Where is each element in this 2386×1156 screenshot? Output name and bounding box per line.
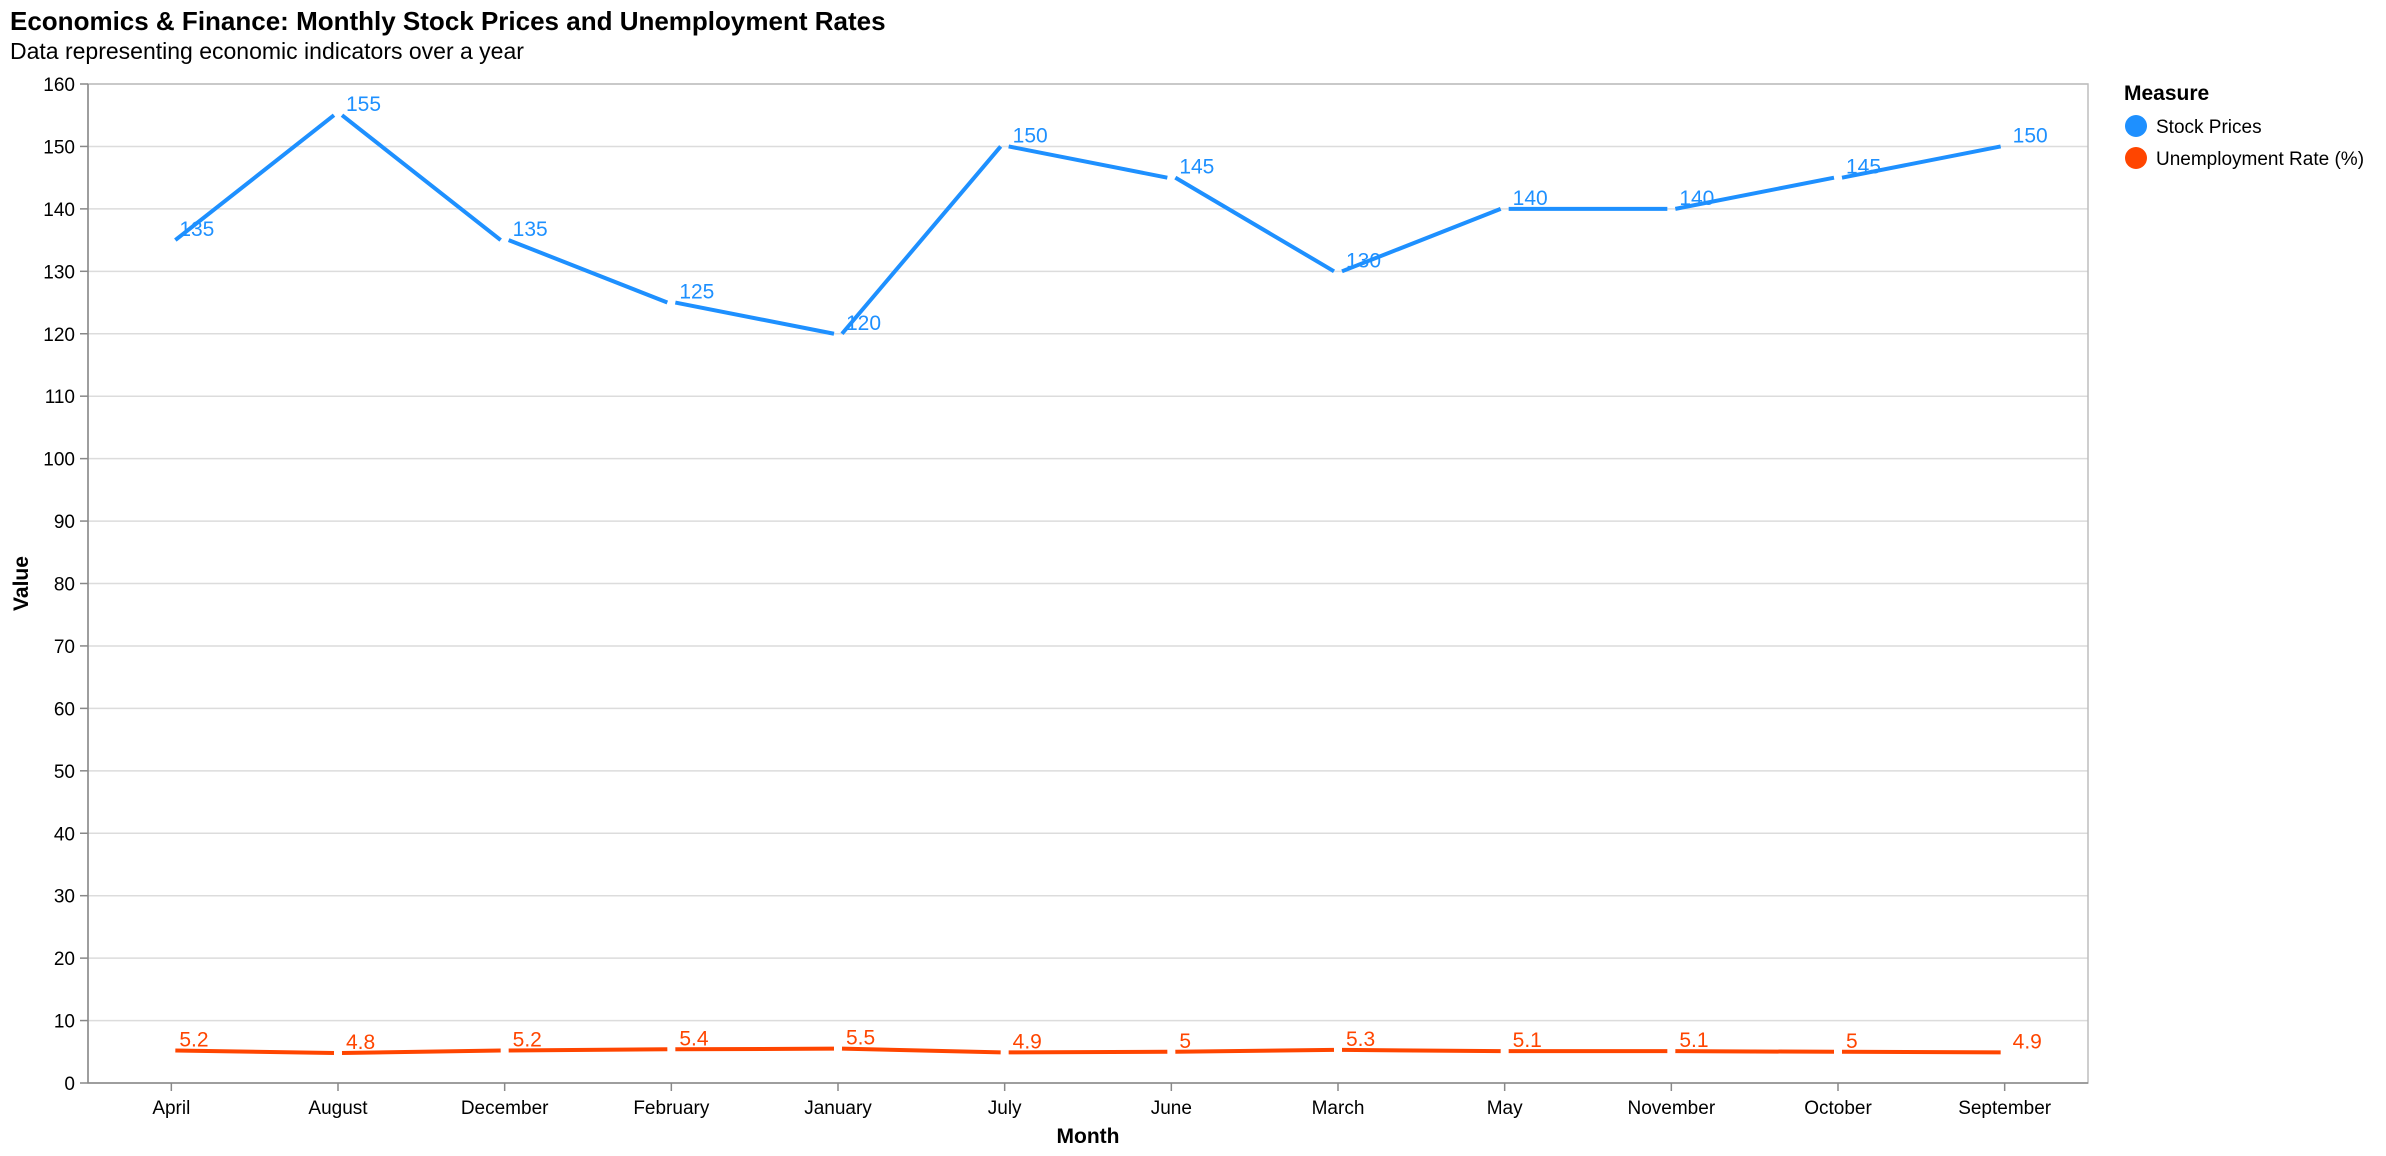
y-tick-label: 120 [43, 325, 75, 346]
y-tick-label: 80 [54, 575, 75, 596]
x-axis-ticks: April August December February January July Ju… [152, 1083, 2052, 1119]
x-tick-label: April [152, 1098, 190, 1119]
data-label: 155 [346, 93, 381, 116]
data-label: 5.5 [846, 1027, 875, 1050]
legend-title: Measure [2124, 82, 2209, 105]
series-line-segment [1174, 175, 1336, 274]
y-tick-label: 110 [45, 387, 75, 408]
y-tick-label: 100 [43, 450, 75, 471]
series-line-segment [1175, 1047, 1335, 1054]
data-label: 5.3 [1346, 1028, 1375, 1051]
series-line-segment [675, 1046, 835, 1052]
y-tick-label: 150 [43, 137, 75, 158]
y-tick-label: 70 [54, 637, 75, 658]
data-label: 135 [179, 218, 214, 241]
series-line-segment [1841, 1049, 2001, 1055]
series-line-segment [1008, 144, 1168, 180]
data-label: 150 [1013, 124, 1048, 147]
y-tick-label: 140 [43, 200, 75, 221]
x-tick-label: May [1487, 1098, 1523, 1119]
data-label: 5.1 [1513, 1029, 1542, 1052]
y-tick-label: 0 [64, 1074, 75, 1095]
data-label: 4.8 [346, 1031, 375, 1054]
legend: Measure Stock Prices Unemployment Rate (%… [2124, 82, 2364, 170]
data-label: 140 [1513, 187, 1548, 210]
legend-swatch [2125, 147, 2147, 169]
y-tick-label: 20 [54, 949, 75, 970]
series-line-segment [1674, 175, 1835, 211]
data-label: 145 [1846, 156, 1881, 179]
y-tick-label: 10 [54, 1012, 75, 1033]
series-line-segment [841, 1046, 1001, 1055]
series-line-segment [507, 238, 669, 305]
y-axis-ticks: 0 10 20 30 40 50 60 70 80 90 100 110 120 130 140 150 160 [43, 75, 88, 1095]
series-line-segment [1008, 1049, 1168, 1055]
x-tick-label: July [988, 1098, 1022, 1119]
data-label: 140 [1679, 187, 1714, 210]
series-line-segment [341, 1048, 501, 1056]
legend-label: Stock Prices [2156, 117, 2262, 138]
data-label: 5 [1179, 1030, 1191, 1053]
chart-title: Economics & Finance: Monthly Stock Price… [10, 6, 886, 36]
y-tick-label: 30 [54, 887, 75, 908]
y-tick-label: 130 [43, 262, 75, 283]
series-line-segment [508, 1047, 668, 1053]
x-axis-title: Month [1057, 1125, 1120, 1148]
y-tick-label: 40 [54, 824, 75, 845]
y-tick-label: 160 [43, 75, 75, 96]
series-line-segment [1341, 207, 1502, 274]
x-tick-label: March [1312, 1098, 1365, 1119]
chart-subtitle: Data representing economic indicators ov… [10, 38, 524, 64]
data-label: 120 [846, 312, 881, 335]
data-label: 125 [679, 281, 714, 304]
data-label: 135 [513, 218, 548, 241]
x-tick-label: December [461, 1098, 549, 1119]
data-label: 4.9 [2013, 1030, 2042, 1053]
data-label: 130 [1346, 249, 1381, 272]
y-tick-label: 90 [54, 512, 75, 533]
series-line-segment [1841, 144, 2002, 180]
series-line-segment [1341, 1047, 1501, 1054]
gridlines [88, 83, 2088, 1022]
data-label: 5.4 [679, 1027, 709, 1050]
x-tick-label: February [633, 1098, 710, 1119]
series-1 [175, 1046, 2001, 1056]
series-line-segment [174, 113, 336, 242]
data-label: 5.1 [1679, 1029, 1708, 1052]
x-tick-label: September [1958, 1098, 2052, 1119]
x-tick-label: October [1804, 1098, 1872, 1119]
series-0 [174, 113, 2002, 336]
series-line-segment [1675, 1049, 1835, 1054]
legend-label: Unemployment Rate (%) [2156, 149, 2364, 170]
y-tick-label: 60 [54, 699, 75, 720]
y-axis-title: Value [10, 556, 33, 611]
data-label: 5.2 [513, 1029, 542, 1052]
data-label: 4.9 [1013, 1030, 1042, 1053]
data-label: 5 [1846, 1030, 1858, 1053]
data-label: 5.2 [179, 1029, 208, 1052]
data-label: 150 [2013, 124, 2048, 147]
y-tick-label: 50 [54, 762, 75, 783]
series [174, 113, 2002, 1056]
series-line-segment [175, 1048, 335, 1056]
x-tick-label: November [1628, 1098, 1716, 1119]
series-line-segment [340, 113, 502, 242]
data-labels: 135 155 135 125 120 150 145 130 140 140 145 150 5.2 4… [179, 93, 2047, 1054]
x-tick-label: January [804, 1098, 872, 1119]
data-label: 145 [1179, 156, 1214, 179]
x-tick-label: August [308, 1098, 368, 1119]
series-line-segment [674, 300, 835, 336]
legend-swatch [2125, 115, 2147, 137]
x-tick-label: June [1151, 1098, 1192, 1119]
series-line-segment [840, 145, 1003, 336]
